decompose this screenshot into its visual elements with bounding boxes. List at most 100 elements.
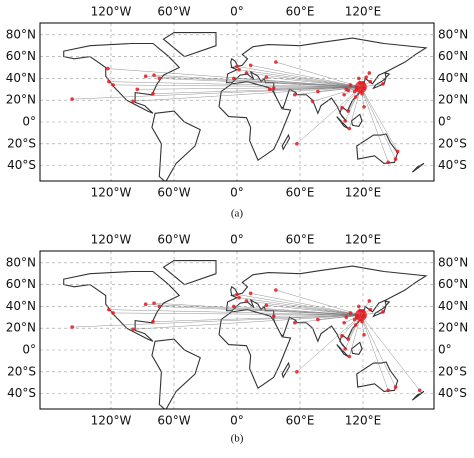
location-point [292,320,297,325]
route [113,84,361,88]
location-point [352,317,357,322]
location-point [264,303,269,308]
location-point [342,320,346,325]
route [133,314,361,330]
route [236,66,361,88]
location-point [310,99,315,104]
location-point [70,325,74,329]
hub-point [354,81,367,94]
location-point [393,385,398,389]
land [63,31,427,181]
x-tick-label-bottom: 60°E [286,186,315,200]
x-tick-label-top: 120°E [345,233,382,247]
y-tick-label-left: 80°N [6,255,36,269]
route [154,302,361,316]
location-point [346,337,351,341]
location-point [235,292,239,297]
panel-caption: (a) [231,208,244,220]
y-tick-label-left: 40°N [6,71,36,85]
route [360,86,398,152]
location-point [343,347,347,351]
location-point [316,317,320,322]
x-tick-label-top: 120°W [91,5,132,19]
route [360,314,420,391]
y-tick-label-right: 40°N [438,71,468,85]
location-point [417,388,422,393]
y-tick-label-left: 0° [22,343,36,357]
route [344,87,362,122]
location-point [353,95,358,99]
location-point [131,99,135,104]
y-tick-label-right: 0° [438,115,452,129]
route [269,86,361,90]
location-point [267,87,272,92]
location-point [347,126,352,131]
route [360,87,389,163]
y-tick-label-left: 20°N [6,321,36,335]
x-tick-label-top: 60°E [286,233,315,247]
location-point [264,75,269,80]
location-point [107,307,111,312]
location-point [386,388,391,393]
x-tick-label-top: 60°E [286,5,315,19]
x-tick-label-top: 0° [230,233,244,247]
location-point [107,79,111,84]
y-tick-label-left: 60°N [6,277,36,291]
route [266,77,361,88]
route [152,86,361,94]
route [113,312,361,316]
y-tick-label-left: 20°N [6,93,36,107]
y-tick-label-left: 80°N [6,27,36,41]
route [108,81,361,88]
location-point [343,119,347,123]
location-point [367,71,372,75]
location-point [70,97,74,101]
y-tick-label-right: 0° [438,343,452,357]
location-point [362,332,366,337]
route [72,86,361,100]
y-tick-label-left: 60°N [6,49,36,63]
route [246,300,361,316]
location-point [151,91,155,96]
location-point [295,142,299,146]
location-point [232,76,236,81]
route [233,78,361,88]
x-tick-label-top: 0° [230,5,244,19]
route [349,87,362,129]
location-point [232,304,236,309]
x-tick-label-bottom: 120°E [345,186,382,200]
location-point [348,83,353,87]
hub-point [354,309,367,322]
x-tick-label-bottom: 60°W [157,414,190,428]
route [312,86,361,102]
route [236,294,361,316]
y-tick-label-right: 20°S [438,136,467,150]
route [72,314,361,328]
location-point [395,149,400,154]
location-point [367,299,372,303]
location-point [348,311,353,315]
location-point [368,307,373,312]
location-point [368,79,373,84]
route [133,86,361,102]
route [317,314,361,320]
location-point [157,76,162,81]
y-tick-label-left: 0° [22,115,36,129]
x-tick-label-top: 60°W [157,5,190,19]
land [63,259,427,409]
route [145,303,361,316]
route [152,314,361,322]
map-panel [40,251,434,409]
y-tick-label-right: 40°S [438,386,467,400]
route [275,61,361,88]
x-tick-label-bottom: 120°W [91,414,132,428]
y-tick-label-left: 20°S [7,364,36,378]
x-tick-label-bottom: 120°W [91,186,132,200]
location-point [274,60,278,64]
y-tick-label-left: 40°N [6,299,36,313]
location-point [346,88,351,93]
y-tick-label-right: 60°N [438,49,468,63]
location-point [248,63,253,68]
route [349,315,362,357]
